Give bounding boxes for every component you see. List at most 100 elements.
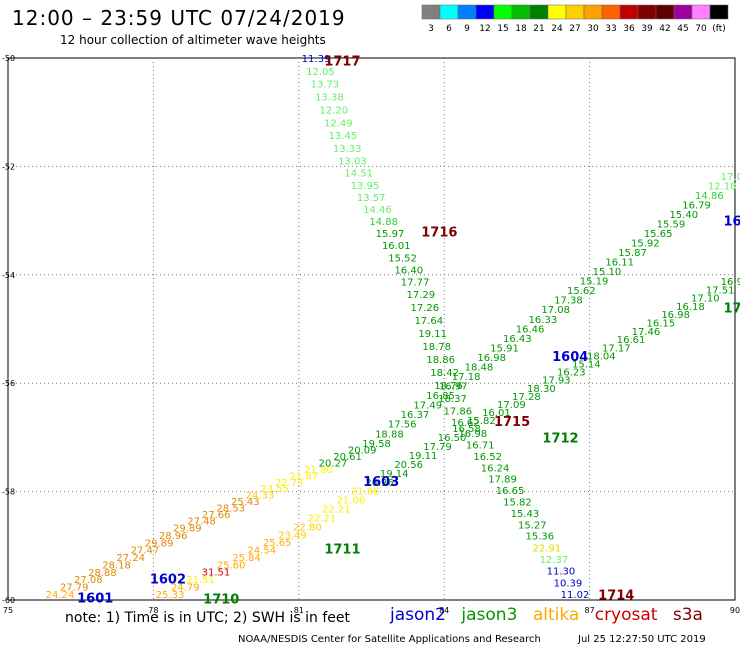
wave-height-value: 17.93 xyxy=(542,376,571,387)
wave-height-value: 16.18 xyxy=(676,302,705,313)
wave-height-value: 15.91 xyxy=(490,343,519,354)
wave-height-value: 14.88 xyxy=(369,217,398,228)
wave-height-value: 27.48 xyxy=(187,516,216,527)
satellite-s3a: s3a xyxy=(672,605,703,625)
color-scale-label: 36 xyxy=(623,24,635,34)
color-swatch xyxy=(709,4,729,20)
wave-height-value: 18.48 xyxy=(465,362,494,373)
lon-tick-label: 87 xyxy=(585,606,595,615)
wave-height-value: 15.92 xyxy=(631,239,660,250)
wave-height-value: 27.08 xyxy=(74,575,103,586)
satellite-jason3: jason3 xyxy=(461,605,518,625)
pass-id-label: 16 xyxy=(724,215,740,230)
wave-height-value: 27.79 xyxy=(60,583,89,594)
color-scale-label: 70 xyxy=(695,24,707,34)
wave-height-value: 16.43 xyxy=(503,334,532,345)
pass-id-label: 1716 xyxy=(421,225,457,240)
wave-height-value: 16.98 xyxy=(661,310,690,321)
satellite-altika: altika xyxy=(532,605,580,625)
color-scale-label: (ft) xyxy=(712,24,726,34)
wave-height-value: 27.47 xyxy=(131,546,160,557)
pass-id-label: 1710 xyxy=(203,592,239,607)
wave-height-value: 16.98 xyxy=(477,353,506,364)
wave-height-value: 14.86 xyxy=(695,191,724,202)
wave-height-value: 16.65 xyxy=(496,486,525,497)
lat-tick-label: -50 xyxy=(2,54,15,63)
wave-height-value: 17.86 xyxy=(444,406,473,417)
wave-height-value: 21.06 xyxy=(336,496,365,507)
wave-height-value: 20.36 xyxy=(365,478,394,489)
wave-height-value: 21.51 xyxy=(186,575,215,586)
wave-height-value: 13.33 xyxy=(333,144,362,155)
wave-height-value: 25.60 xyxy=(217,560,246,571)
wave-height-value: 22.80 xyxy=(293,522,322,533)
wave-height-value: 17.08 xyxy=(541,305,570,316)
wave-height-value: 13.45 xyxy=(328,131,357,142)
wave-height-value: 17.79 xyxy=(423,442,452,453)
color-scale-label: 18 xyxy=(515,24,527,34)
wave-height-value: 27.24 xyxy=(116,553,145,564)
wave-height-value: 23.49 xyxy=(278,531,307,542)
wave-height-value: 28.18 xyxy=(102,560,131,571)
wave-height-value: 27.66 xyxy=(202,510,231,521)
wave-height-value: 16.40 xyxy=(394,265,423,276)
wave-height-value: 17.49 xyxy=(413,401,442,412)
wave-height-value: 25.65 xyxy=(263,538,292,549)
wave-height-value: 16.46 xyxy=(516,324,545,335)
wave-height-value: 17.01 xyxy=(721,172,740,183)
wave-height-value: 17.64 xyxy=(414,316,443,327)
wave-height-value: 18.88 xyxy=(375,429,404,440)
wave-height-value: 25.84 xyxy=(232,553,261,564)
satellite-cryosat: cryosat xyxy=(594,605,658,625)
wave-height-value: 16.61 xyxy=(617,335,646,346)
wave-height-value: 24.33 xyxy=(246,491,275,502)
credit-text: NOAA/NESDIS Center for Satellite Applica… xyxy=(238,634,541,645)
wave-height-value: 22.73 xyxy=(275,478,304,489)
wave-height-value: 12.05 xyxy=(306,67,335,78)
color-scale-label: 6 xyxy=(446,24,452,34)
wave-height-value: 15.82 xyxy=(503,498,532,509)
wave-height-value: 20.56 xyxy=(394,460,423,471)
lat-tick-label: -56 xyxy=(2,379,15,388)
map-frame xyxy=(7,57,736,601)
wave-height-value: 16.11 xyxy=(605,258,634,269)
wave-height-value: 25.33 xyxy=(156,590,185,601)
wave-height-value: 19.58 xyxy=(362,439,391,450)
pass-id-label: 1601 xyxy=(77,591,113,606)
wave-height-value: 16.01 xyxy=(382,241,411,252)
wave-height-value: 17.89 xyxy=(488,475,517,486)
wave-height-value: 15.52 xyxy=(388,253,417,264)
wave-height-value: 13.03 xyxy=(338,157,367,168)
wave-height-value: 16.85 xyxy=(426,391,455,402)
wave-height-value: 15.36 xyxy=(525,532,554,543)
wave-height-value: 18.37 xyxy=(438,394,467,405)
lon-tick-label: 75 xyxy=(3,606,13,615)
wave-height-value: 17.17 xyxy=(602,343,631,354)
wave-height-value: 17.10 xyxy=(691,294,720,305)
pass-id-label: 1714 xyxy=(598,589,634,604)
lon-tick-label: 78 xyxy=(148,606,158,615)
wave-height-value: 19.14 xyxy=(380,469,409,480)
wave-height-value: 22.21 xyxy=(322,505,351,516)
color-scale-label: 15 xyxy=(497,24,508,34)
wave-height-value: 24.79 xyxy=(171,583,200,594)
wave-height-value: 29.89 xyxy=(145,538,174,549)
wave-height-value: 16.24 xyxy=(481,463,510,474)
wave-height-value: 18.86 xyxy=(426,355,455,366)
wave-height-value: 13.38 xyxy=(315,93,344,104)
wave-height-value: 16.58 xyxy=(452,424,481,435)
wave-height-value: 11.39 xyxy=(302,54,331,65)
wave-height-value: 16.15 xyxy=(646,319,675,330)
map-subtitle: 12 hour collection of altimeter wave hei… xyxy=(60,33,326,47)
wave-height-value: 18.78 xyxy=(422,342,451,353)
wave-height-value: 12.18 xyxy=(708,182,737,193)
wave-height-value: 28.96 xyxy=(159,531,188,542)
wave-height-value: 15.97 xyxy=(376,229,405,240)
wave-height-value: 20.09 xyxy=(348,446,377,457)
wave-height-value: 15.59 xyxy=(657,220,686,231)
wave-height-value: 22.91 xyxy=(533,543,562,554)
wave-height-value: 20.61 xyxy=(333,452,362,463)
lon-tick-label: 81 xyxy=(294,606,304,615)
wave-height-value: 15.87 xyxy=(618,248,647,259)
